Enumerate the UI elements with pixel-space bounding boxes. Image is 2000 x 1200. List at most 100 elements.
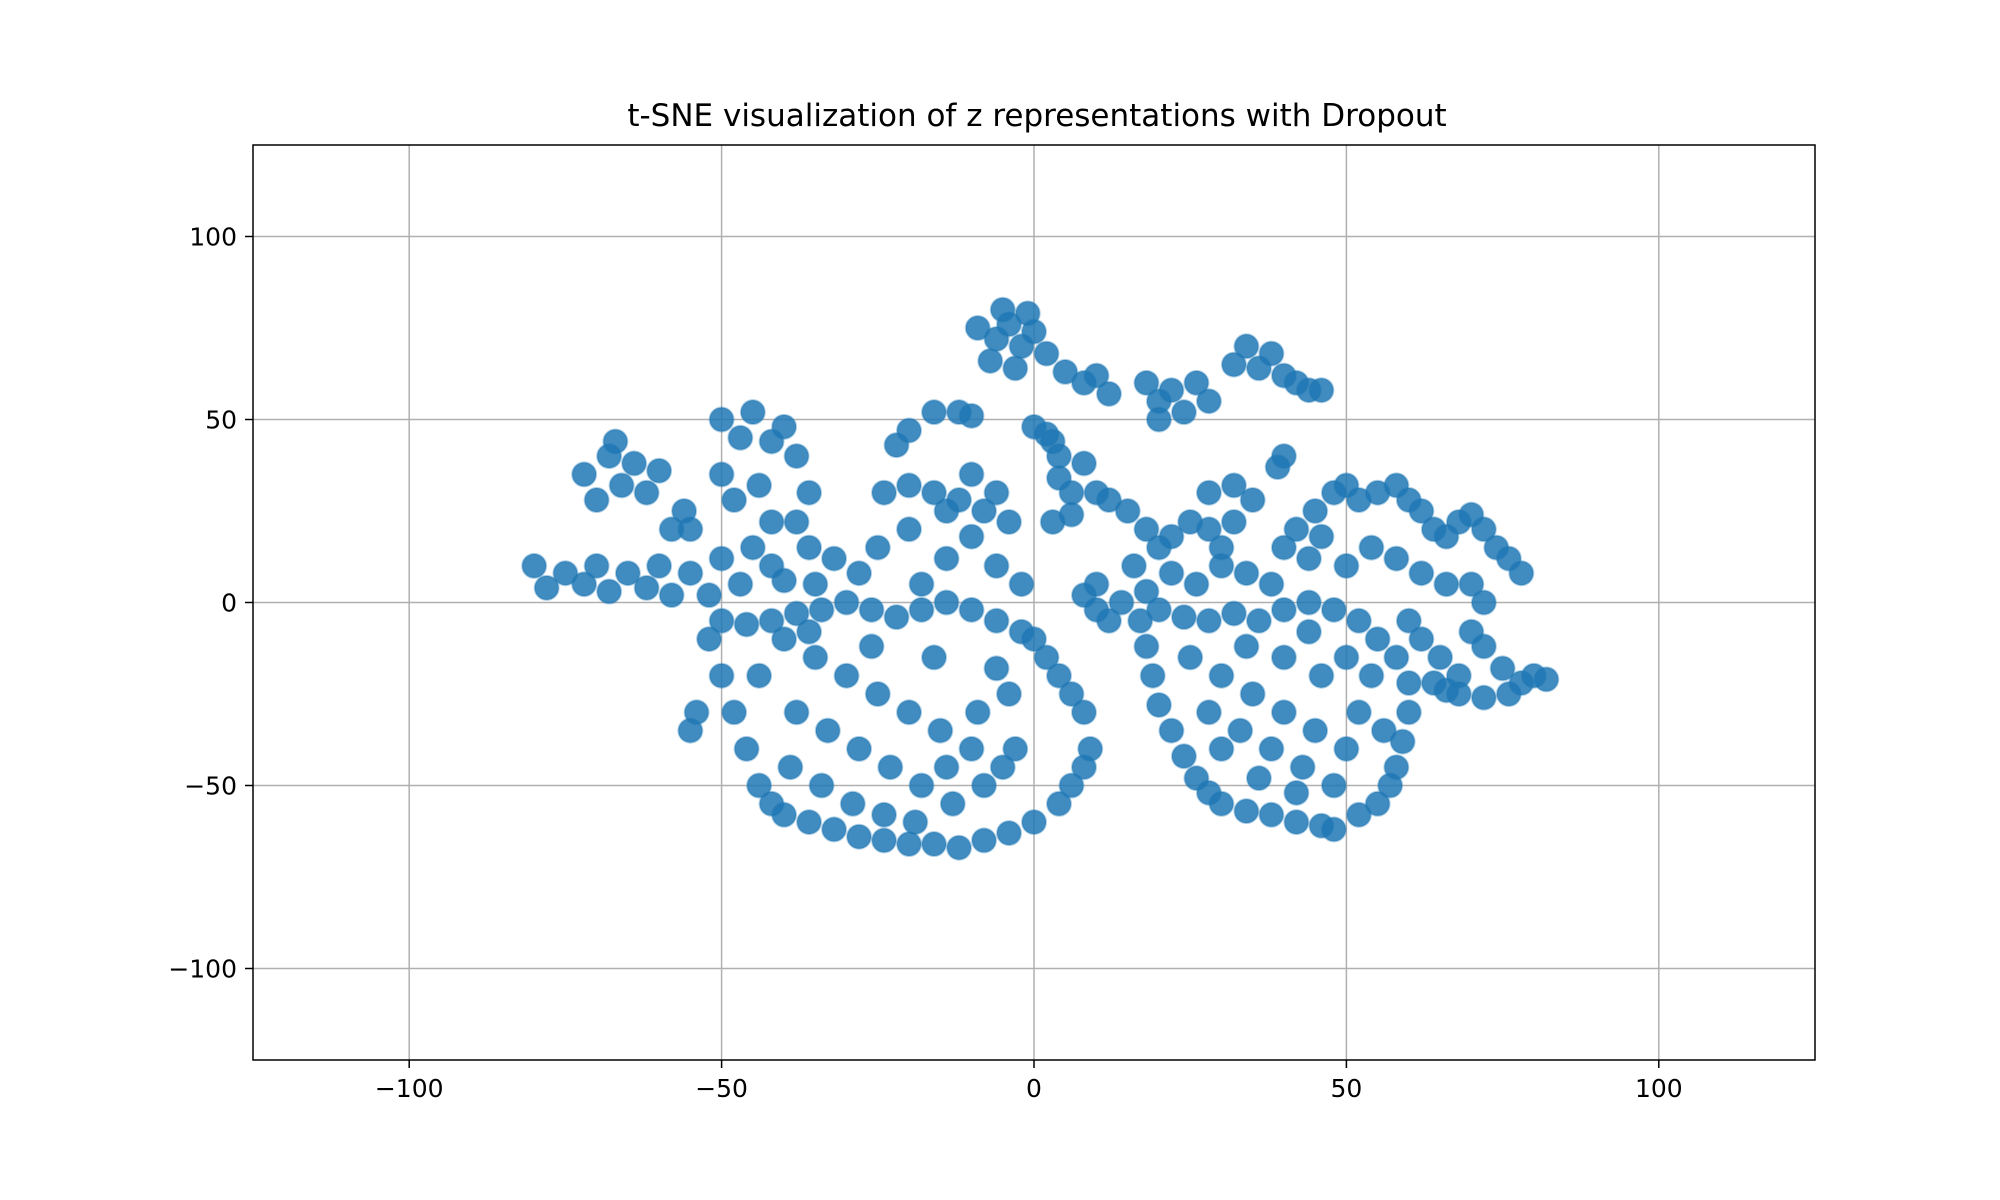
data-point (1133, 369, 1160, 396)
data-point (1220, 600, 1247, 627)
data-point (958, 523, 985, 550)
data-point (1364, 790, 1391, 817)
data-point (771, 801, 798, 828)
data-point (1208, 552, 1235, 579)
data-point (596, 578, 623, 605)
data-point (996, 681, 1023, 707)
data-point (958, 402, 985, 429)
data-point (1145, 406, 1172, 433)
data-point (871, 801, 898, 828)
data-point (1070, 450, 1097, 477)
data-point (908, 772, 935, 799)
data-point (989, 296, 1016, 323)
x-axis-ticks: −100 −50 0 50 100 (375, 1060, 1683, 1103)
data-point (1408, 626, 1435, 653)
data-point (583, 552, 610, 579)
data-point (602, 428, 629, 455)
data-point (746, 772, 773, 799)
data-point (646, 457, 673, 484)
data-point (1021, 809, 1047, 836)
data-point (908, 571, 935, 598)
data-point (796, 809, 823, 836)
data-point (1270, 596, 1297, 623)
data-point (1308, 662, 1335, 689)
x-tick-label: −100 (375, 1074, 444, 1103)
data-point (1508, 560, 1535, 587)
data-point (1320, 772, 1347, 799)
data-point (733, 611, 760, 638)
data-point (821, 816, 848, 843)
data-point (1258, 340, 1285, 367)
y-tick-label: −100 (168, 955, 237, 984)
data-point (783, 699, 810, 726)
data-point (1095, 487, 1122, 514)
data-point (977, 347, 1004, 374)
data-point (1470, 589, 1497, 616)
data-point (758, 607, 785, 634)
data-point (521, 552, 548, 579)
data-point (1133, 633, 1160, 660)
data-point (1170, 604, 1197, 631)
data-point (1295, 589, 1322, 616)
data-point (1158, 523, 1185, 550)
data-point (1183, 369, 1210, 396)
data-point (1383, 644, 1410, 671)
data-point (733, 735, 760, 762)
data-point (1295, 545, 1322, 572)
data-point (896, 699, 923, 726)
data-point (1133, 578, 1160, 605)
data-point (1320, 596, 1347, 623)
data-point (883, 604, 910, 631)
data-point (552, 560, 579, 587)
data-point (896, 472, 923, 499)
data-point (1433, 571, 1460, 598)
data-point (846, 735, 873, 762)
data-point (1233, 798, 1260, 825)
data-point (1195, 479, 1222, 506)
data-point (1208, 662, 1235, 689)
data-point (933, 545, 960, 572)
data-point (983, 552, 1010, 579)
data-point (971, 498, 998, 524)
data-point (633, 574, 660, 601)
data-point (1270, 644, 1297, 671)
data-point (896, 831, 923, 858)
data-point (1033, 340, 1060, 367)
data-point (958, 735, 985, 762)
data-point (1470, 516, 1497, 543)
data-point (1070, 699, 1097, 726)
data-point (1233, 560, 1260, 587)
data-point (1345, 801, 1372, 828)
data-point (958, 461, 985, 488)
y-tick-label: −50 (184, 772, 237, 801)
data-point (1258, 801, 1285, 828)
data-point (971, 827, 998, 854)
data-point (1208, 735, 1235, 762)
data-point (933, 498, 960, 524)
data-point (571, 571, 598, 598)
y-axis-ticks: −100 −50 0 50 100 (168, 223, 253, 984)
data-point (708, 607, 735, 634)
data-point (1427, 644, 1454, 671)
data-point (939, 790, 966, 817)
data-point (958, 596, 985, 623)
data-point (1308, 377, 1335, 404)
x-tick-label: 50 (1330, 1074, 1362, 1103)
data-points (521, 296, 1560, 861)
data-point (708, 662, 735, 689)
data-point (1495, 681, 1522, 707)
data-point (1077, 735, 1104, 762)
data-point (1395, 607, 1422, 634)
data-point (1239, 487, 1266, 514)
data-point (1408, 498, 1435, 524)
data-point (1220, 508, 1247, 535)
data-point (696, 582, 723, 609)
data-point (1052, 358, 1079, 385)
data-point (1127, 607, 1154, 634)
data-point (1158, 560, 1185, 587)
y-tick-label: 50 (205, 406, 237, 435)
data-point (1195, 516, 1222, 543)
data-point (1258, 571, 1285, 598)
